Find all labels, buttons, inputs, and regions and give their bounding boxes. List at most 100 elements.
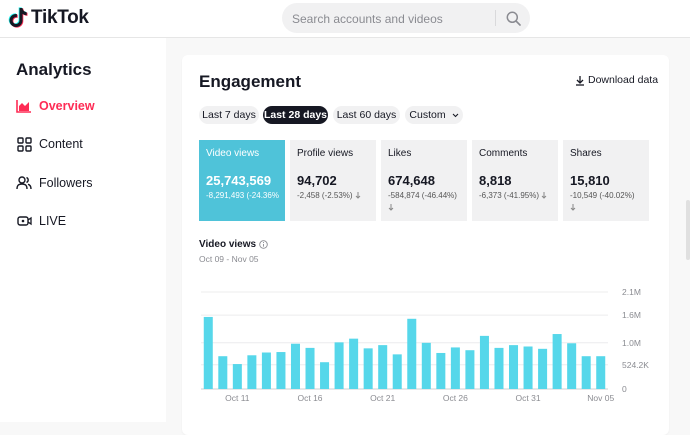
chart-bar bbox=[450, 347, 460, 389]
x-tick-label: Oct 26 bbox=[443, 393, 468, 403]
chart-bar bbox=[363, 348, 373, 389]
metric-value: 15,810 bbox=[570, 173, 610, 188]
chart-bar bbox=[232, 364, 242, 389]
metric-card-video-views[interactable]: Video views 25,743,569 -8,291,493 (-24.3… bbox=[199, 140, 285, 221]
metric-label: Shares bbox=[570, 148, 602, 159]
chart-bar bbox=[567, 343, 577, 389]
search-bar bbox=[282, 3, 530, 35]
metric-delta-row: -2,458 (-2.53%) bbox=[297, 190, 375, 202]
users-icon bbox=[16, 175, 32, 191]
metric-card-shares[interactable]: Shares 15,810 -10,549 (-40.02%) bbox=[563, 140, 649, 221]
chart-bar bbox=[479, 335, 489, 389]
chart-bar bbox=[581, 356, 591, 389]
metric-value: 674,648 bbox=[388, 173, 435, 188]
chart-bar bbox=[407, 318, 417, 389]
arrow-down-icon bbox=[570, 204, 576, 211]
metric-value: 8,818 bbox=[479, 173, 512, 188]
search-divider bbox=[495, 10, 496, 26]
metric-delta: -584,874 (-46.44%) bbox=[388, 191, 457, 200]
chart-bar bbox=[436, 352, 446, 389]
x-tick-label: Nov 05 bbox=[587, 393, 614, 403]
live-icon bbox=[16, 213, 32, 229]
sidebar-item-live[interactable]: LIVE bbox=[16, 211, 66, 231]
sidebar-item-label: LIVE bbox=[39, 214, 67, 228]
grid-icon bbox=[16, 136, 32, 152]
metric-card-profile-views[interactable]: Profile views 94,702 -2,458 (-2.53%) bbox=[290, 140, 376, 221]
y-tick-label: 0 bbox=[622, 384, 627, 394]
metric-card-likes[interactable]: Likes 674,648 -584,874 (-46.44%) bbox=[381, 140, 467, 221]
chart-bar bbox=[247, 355, 257, 389]
y-tick-label: 524.2K bbox=[622, 360, 649, 370]
chart-bar bbox=[334, 342, 344, 389]
sidebar-title: Analytics bbox=[16, 60, 92, 79]
search-icon bbox=[506, 11, 521, 26]
x-tick-label: Oct 31 bbox=[516, 393, 541, 403]
info-icon[interactable] bbox=[259, 240, 268, 249]
sidebar-item-overview[interactable]: Overview bbox=[16, 96, 95, 116]
range-last-28-days[interactable]: Last 28 days bbox=[263, 106, 328, 124]
video-views-chart: 0 524.2K 1.0M 1.6M 2.1M Oct 11 Oct 16 Oct 21 Oct… bbox=[201, 287, 649, 403]
chart-bar bbox=[596, 356, 606, 389]
chart-bar bbox=[523, 346, 533, 389]
sidebar-item-label: Followers bbox=[39, 176, 93, 190]
y-tick-label: 1.6M bbox=[622, 310, 641, 320]
download-label: Download data bbox=[588, 74, 659, 86]
metric-delta: -6,373 (-41.95%) bbox=[479, 191, 540, 200]
metric-delta: -2,458 (-2.53%) bbox=[297, 191, 353, 200]
range-last-7-days[interactable]: Last 7 days bbox=[199, 106, 259, 124]
engagement-panel: Engagement Download data Last 7 days Las… bbox=[182, 55, 669, 435]
bar-chart-icon bbox=[16, 98, 32, 114]
sidebar: Analytics Overview Content bbox=[0, 38, 166, 422]
chart-bar bbox=[378, 345, 388, 389]
arrow-down-icon bbox=[355, 192, 361, 199]
metric-delta-row: -10,549 (-40.02%) bbox=[570, 190, 648, 214]
top-bar: TikTok bbox=[0, 0, 690, 38]
chart-bar bbox=[509, 345, 519, 389]
chart-bar bbox=[320, 362, 330, 389]
x-tick-label: Oct 21 bbox=[370, 393, 395, 403]
chart-bar bbox=[552, 334, 562, 389]
range-label: Last 60 days bbox=[336, 109, 397, 121]
search-button[interactable] bbox=[502, 8, 524, 28]
sidebar-item-label: Overview bbox=[39, 99, 95, 113]
range-label: Last 28 days bbox=[263, 109, 328, 121]
chart-bar bbox=[218, 356, 228, 389]
chart-title-text: Video views bbox=[199, 239, 257, 250]
sidebar-item-followers[interactable]: Followers bbox=[16, 173, 93, 193]
chart-date-range: Oct 09 - Nov 05 bbox=[199, 254, 259, 264]
chevron-down-icon bbox=[452, 113, 458, 117]
x-tick-label: Oct 16 bbox=[297, 393, 322, 403]
metric-delta-row: -584,874 (-46.44%) bbox=[388, 190, 466, 214]
chart-bar bbox=[349, 338, 359, 389]
sidebar-item-content[interactable]: Content bbox=[16, 134, 83, 154]
sidebar-item-label: Content bbox=[39, 137, 83, 151]
metric-card-comments[interactable]: Comments 8,818 -6,373 (-41.95%) bbox=[472, 140, 558, 221]
download-data-button[interactable]: Download data bbox=[575, 74, 658, 86]
metric-value: 25,743,569 bbox=[206, 173, 272, 188]
logo-text: TikTok bbox=[31, 7, 89, 28]
chart-title: Video views bbox=[199, 239, 268, 250]
metric-label: Profile views bbox=[297, 148, 354, 159]
chart-bar bbox=[392, 354, 402, 389]
metric-label: Comments bbox=[479, 148, 528, 159]
metric-delta-row: -6,373 (-41.95%) bbox=[479, 190, 557, 202]
chart-bar bbox=[538, 348, 548, 389]
chart-bar bbox=[203, 316, 213, 389]
arrow-down-icon bbox=[541, 192, 547, 199]
range-last-60-days[interactable]: Last 60 days bbox=[333, 106, 400, 124]
download-icon bbox=[576, 75, 584, 86]
x-tick-label: Oct 11 bbox=[225, 393, 250, 403]
range-custom-dropdown[interactable]: Custom bbox=[405, 106, 463, 124]
y-tick-label: 2.1M bbox=[622, 287, 641, 297]
tiktok-logo[interactable]: TikTok bbox=[8, 6, 89, 30]
range-label: Last 7 days bbox=[202, 109, 256, 121]
chart-bar bbox=[276, 352, 286, 389]
metric-label: Likes bbox=[388, 148, 412, 159]
chart-bar bbox=[421, 342, 431, 389]
metric-delta: -10,549 (-40.02%) bbox=[570, 191, 635, 200]
search-input[interactable] bbox=[282, 3, 499, 35]
chart-bar bbox=[305, 347, 315, 389]
panel-title: Engagement bbox=[199, 72, 302, 91]
tiktok-note-icon bbox=[8, 7, 28, 28]
scrollbar[interactable] bbox=[686, 200, 690, 260]
